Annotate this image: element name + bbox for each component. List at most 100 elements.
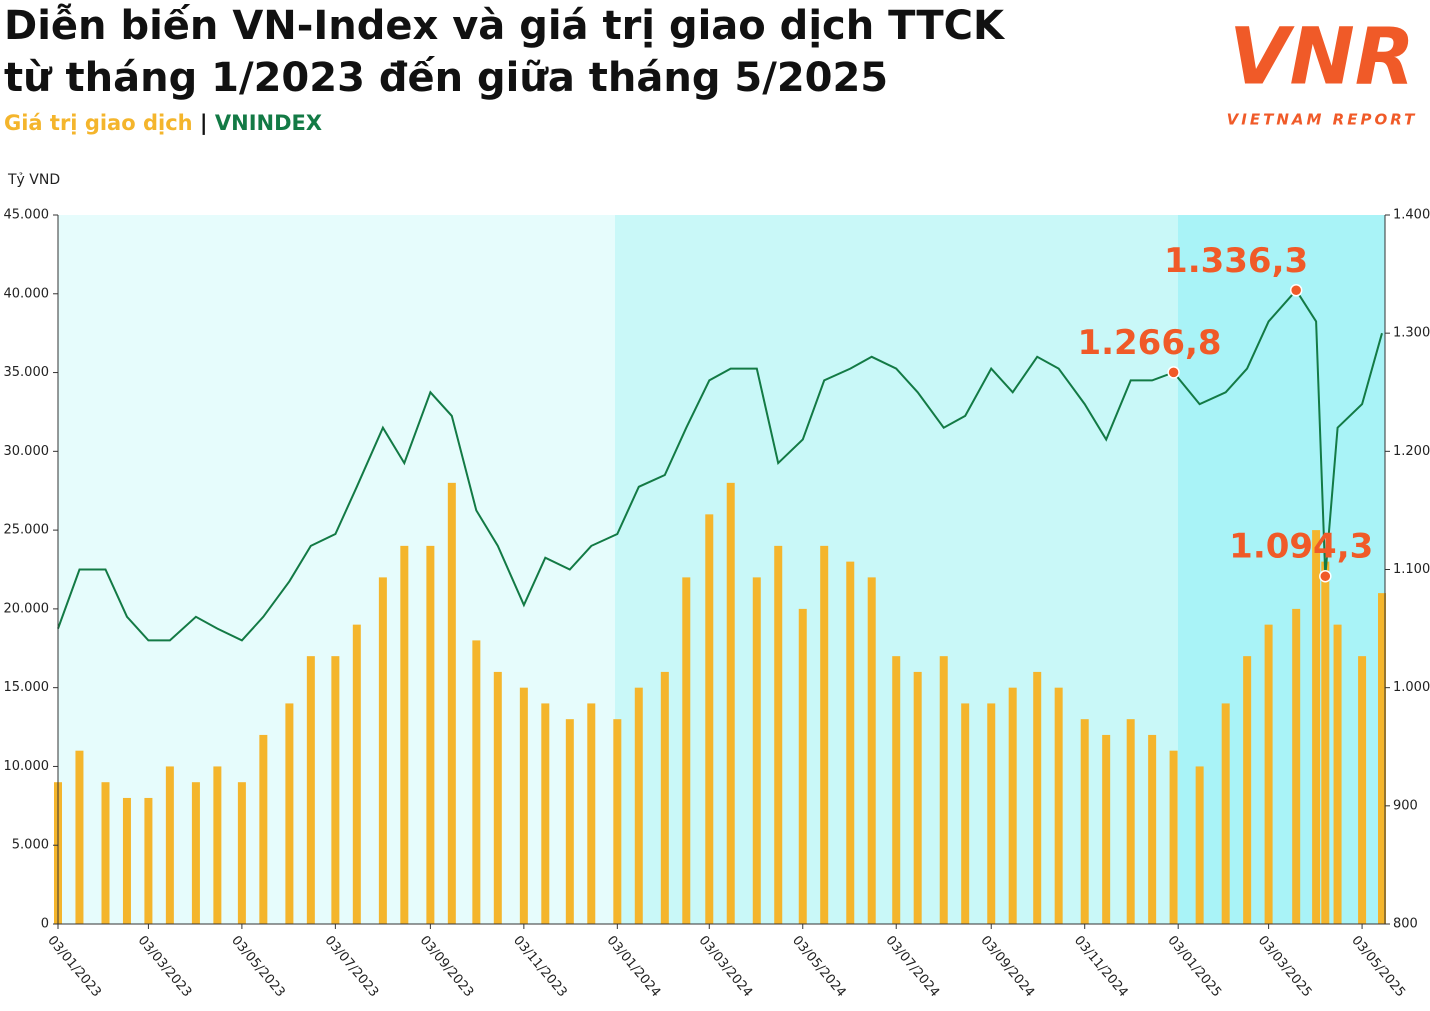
x-tick-label: 03/11/2024 xyxy=(1071,933,1131,1000)
bar xyxy=(1008,687,1017,924)
x-tick-label: 03/07/2023 xyxy=(322,933,382,1000)
bar xyxy=(565,719,574,924)
bar xyxy=(285,703,294,924)
y2-tick-label: 900 xyxy=(1393,798,1418,813)
bar xyxy=(447,482,456,924)
y-tick-label: 0 xyxy=(41,917,49,932)
bar xyxy=(774,545,783,924)
bar xyxy=(426,545,435,924)
bar xyxy=(867,577,876,924)
bar xyxy=(1102,734,1111,924)
annotation-label: 1.266,8 xyxy=(1077,323,1221,363)
bar xyxy=(1264,624,1273,924)
annotation-dot xyxy=(1319,569,1332,583)
bar xyxy=(913,671,922,924)
bar xyxy=(213,766,222,924)
bar xyxy=(1333,624,1342,924)
bar xyxy=(306,656,315,924)
index-line xyxy=(57,288,1383,642)
x-tick-label: 03/01/2023 xyxy=(44,933,104,1000)
legend: Giá trị giao dịch | VNINDEX xyxy=(4,111,322,136)
bar xyxy=(613,719,622,924)
bar xyxy=(144,797,153,924)
legend-separator: | xyxy=(193,111,215,136)
bar xyxy=(1292,608,1301,924)
bar xyxy=(726,482,735,924)
bar xyxy=(400,545,409,924)
bar xyxy=(1195,766,1204,924)
x-tick-label: 03/09/2024 xyxy=(977,933,1037,1000)
bar xyxy=(1378,593,1386,924)
y-tick-label: 35.000 xyxy=(4,365,50,380)
x-tick-label: 03/05/2025 xyxy=(1348,933,1408,1000)
bar xyxy=(1169,750,1178,924)
y2-tick-label: 1.100 xyxy=(1393,562,1430,577)
bar xyxy=(1080,719,1089,924)
bar xyxy=(331,656,340,924)
bar xyxy=(1221,703,1230,924)
bar xyxy=(352,624,361,924)
y-axis-title: Tỷ VND xyxy=(7,172,60,188)
bar xyxy=(660,671,669,924)
bar xyxy=(237,782,246,924)
logo: VNR xyxy=(1229,12,1415,102)
y-tick-label: 15.000 xyxy=(4,680,50,695)
bar xyxy=(798,608,807,924)
x-tick-label: 03/03/2025 xyxy=(1255,933,1315,1000)
y2-tick-label: 1.000 xyxy=(1393,680,1430,695)
annotation-label: 1.094,3 xyxy=(1229,527,1373,567)
bar xyxy=(101,782,110,924)
x-tick-label: 03/03/2023 xyxy=(135,933,195,1000)
x-tick-label: 03/05/2024 xyxy=(789,933,849,1000)
x-tick-label: 03/03/2024 xyxy=(696,933,756,1000)
bar xyxy=(1126,719,1135,924)
y-tick-label: 20.000 xyxy=(4,601,50,616)
x-tick-label: 03/05/2023 xyxy=(228,933,288,1000)
bar xyxy=(541,703,550,924)
bar xyxy=(961,703,970,924)
y-tick-label: 5.000 xyxy=(12,838,49,853)
y2-tick-label: 1.300 xyxy=(1393,326,1430,341)
bar xyxy=(493,671,502,924)
bar xyxy=(1321,561,1330,924)
y-tick-label: 45.000 xyxy=(4,208,50,223)
bar xyxy=(1312,530,1321,924)
chart-title: Diễn biến VN-Index và giá trị giao dịch … xyxy=(4,3,1006,49)
bar xyxy=(259,734,268,924)
y2-tick-label: 1.200 xyxy=(1393,444,1430,459)
y2-tick-label: 1.400 xyxy=(1393,208,1430,223)
bar xyxy=(165,766,174,924)
bar xyxy=(1033,671,1042,924)
bar xyxy=(892,656,901,924)
bar xyxy=(587,703,596,924)
bar xyxy=(1148,734,1157,924)
bar xyxy=(122,797,131,924)
x-tick-label: 03/11/2023 xyxy=(510,933,570,1000)
bar xyxy=(705,514,714,924)
x-tick-label: 03/07/2024 xyxy=(882,933,942,1000)
band-2025 xyxy=(1178,215,1385,924)
bar xyxy=(820,545,829,924)
bar xyxy=(1054,687,1063,924)
bar xyxy=(939,656,948,924)
y-tick-label: 30.000 xyxy=(4,444,50,459)
y-tick-label: 25.000 xyxy=(4,523,50,538)
bar xyxy=(519,687,528,924)
y-tick-label: 40.000 xyxy=(4,286,50,301)
logo-caption: VIETNAM REPORT xyxy=(1227,111,1418,129)
bar xyxy=(846,561,855,924)
y2-tick-label: 800 xyxy=(1393,917,1418,932)
annotation-dot xyxy=(1289,284,1303,297)
bar xyxy=(75,750,84,924)
x-tick-label: 03/01/2025 xyxy=(1164,933,1224,1000)
bar xyxy=(378,577,387,924)
chart-subtitle: từ tháng 1/2023 đến giữa tháng 5/2025 xyxy=(4,55,888,101)
bar xyxy=(1358,656,1367,924)
annotation-dot xyxy=(1167,366,1180,379)
bar xyxy=(1243,656,1252,924)
bar xyxy=(752,577,761,924)
legend-bar: Giá trị giao dịch xyxy=(4,111,193,135)
legend-line: VNINDEX xyxy=(215,111,322,135)
x-tick-label: 03/09/2023 xyxy=(417,933,477,1000)
